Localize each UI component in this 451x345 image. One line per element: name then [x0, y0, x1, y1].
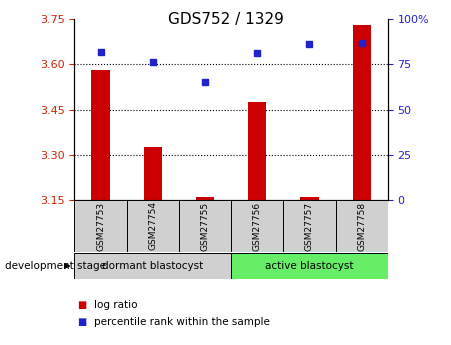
Text: GDS752 / 1329: GDS752 / 1329 [168, 12, 283, 27]
Text: ■: ■ [77, 317, 86, 326]
Text: GSM27757: GSM27757 [305, 201, 314, 250]
Bar [179, 200, 231, 252]
Bar [74, 200, 127, 252]
Bar [248, 102, 267, 200]
Bar [92, 70, 110, 200]
Point [306, 41, 313, 47]
Point [149, 60, 156, 65]
Text: GSM27755: GSM27755 [201, 201, 210, 250]
Bar [300, 197, 319, 200]
Bar [143, 147, 162, 200]
Bar [231, 253, 388, 279]
Text: development stage: development stage [5, 261, 106, 271]
Text: dormant blastocyst: dormant blastocyst [102, 261, 203, 271]
Point [358, 40, 365, 45]
Bar [74, 253, 231, 279]
Text: GSM27753: GSM27753 [96, 201, 105, 250]
Text: percentile rank within the sample: percentile rank within the sample [94, 317, 270, 326]
Text: ■: ■ [77, 300, 86, 310]
Point [202, 80, 209, 85]
Point [97, 49, 104, 54]
Text: active blastocyst: active blastocyst [265, 261, 354, 271]
Text: GSM27754: GSM27754 [148, 201, 157, 250]
Bar [231, 200, 283, 252]
Bar [336, 200, 388, 252]
Bar [127, 200, 179, 252]
Point [253, 51, 261, 56]
Bar [283, 200, 336, 252]
Bar [196, 197, 214, 200]
Text: log ratio: log ratio [94, 300, 137, 310]
Text: GSM27756: GSM27756 [253, 201, 262, 250]
Bar [353, 25, 371, 200]
Text: GSM27758: GSM27758 [357, 201, 366, 250]
